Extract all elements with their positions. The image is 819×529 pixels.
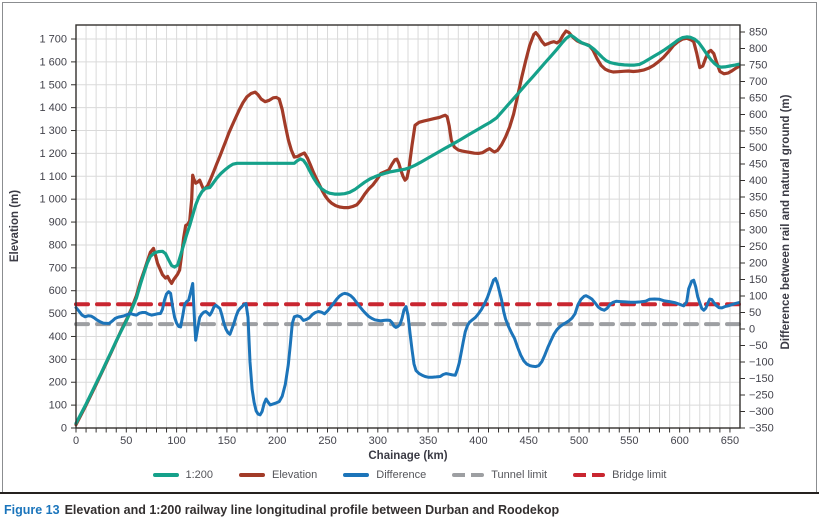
y-right-tick-label: 400 bbox=[749, 175, 767, 187]
x-axis-tick-label: 350 bbox=[419, 435, 437, 447]
y-left-tick-label: 1 500 bbox=[39, 79, 67, 91]
caption-divider-rule bbox=[0, 492, 819, 494]
legend-swatch-tunnel-limit bbox=[452, 473, 485, 477]
y-left-tick-label: 700 bbox=[49, 262, 67, 274]
legend-item-bridge-limit: Bridge limit bbox=[573, 469, 666, 481]
y-left-tick-label: 0 bbox=[61, 423, 67, 435]
legend-item-tunnel-limit: Tunnel limit bbox=[452, 469, 547, 481]
y-right-tick-label: 100 bbox=[749, 291, 767, 303]
chart-plot: 0 50 100 150 200 250 300 350 400 450 500 550 600 6501… bbox=[39, 24, 774, 447]
y-right-tick-label: 750 bbox=[749, 60, 767, 72]
series-line-1-200 bbox=[74, 33, 741, 425]
y-right-tick-label: −150 bbox=[749, 373, 774, 385]
y-right-tick-label: −350 bbox=[749, 423, 774, 435]
figure-caption-label: Figure 13 bbox=[4, 503, 60, 517]
y-right-tick-label: −250 bbox=[749, 390, 774, 402]
y-left-tick-label: 1 300 bbox=[39, 125, 67, 137]
legend-label-bridge-limit: Bridge limit bbox=[612, 469, 667, 481]
y-right-tick-label: −300 bbox=[749, 406, 774, 418]
x-axis-tick-label: 500 bbox=[570, 435, 588, 447]
legend-label-1-200: 1:200 bbox=[185, 469, 214, 481]
y-left-tick-label: 200 bbox=[49, 377, 67, 389]
x-axis-tick-label: 150 bbox=[218, 435, 236, 447]
y-right-tick-label: 600 bbox=[749, 109, 767, 121]
y-right-tick-label: 50 bbox=[749, 307, 761, 319]
y-right-tick-label: 650 bbox=[749, 93, 767, 105]
legend-swatch-difference bbox=[343, 473, 370, 477]
y-right-tick-label: 350 bbox=[749, 192, 767, 204]
y-left-tick-label: 1 200 bbox=[39, 148, 67, 160]
y-left-tick-label: 600 bbox=[49, 285, 67, 297]
legend-item-difference: Difference bbox=[343, 469, 426, 481]
legend-item-1-200: 1:200 bbox=[152, 469, 214, 481]
y-right-tick-label: 700 bbox=[749, 76, 767, 88]
x-axis-tick-label: 300 bbox=[369, 435, 387, 447]
y-left-tick-label: 1 700 bbox=[39, 34, 67, 46]
y-right-tick-label: −50 bbox=[749, 340, 768, 352]
y-right-axis-title: Difference between rail and natural grou… bbox=[780, 94, 792, 350]
y-left-tick-label: 1 400 bbox=[39, 102, 67, 114]
legend-swatch-bridge-limit bbox=[573, 473, 606, 477]
y-left-tick-label: 500 bbox=[49, 308, 67, 320]
y-right-tick-label: 150 bbox=[749, 274, 767, 286]
y-left-tick-label: 300 bbox=[49, 354, 67, 366]
legend-swatch-elevation bbox=[239, 473, 266, 477]
y-right-tick-label: 500 bbox=[749, 142, 767, 154]
x-axis-tick-label: 50 bbox=[120, 435, 132, 447]
legend-swatch-1-200 bbox=[152, 473, 179, 477]
legend-label-difference: Difference bbox=[376, 469, 427, 481]
figure-caption: Figure 13 Elevation and 1:200 railway lin… bbox=[4, 503, 559, 517]
y-left-tick-label: 900 bbox=[49, 217, 67, 229]
y-right-tick-label: 0 bbox=[749, 324, 755, 336]
y-right-tick-label: 650 bbox=[749, 208, 767, 220]
legend-label-elevation: Elevation bbox=[272, 469, 318, 481]
x-axis-title: Chainage (km) bbox=[368, 450, 448, 462]
y-left-tick-label: 1 600 bbox=[39, 56, 67, 68]
x-axis-tick-label: 450 bbox=[520, 435, 538, 447]
chart-legend: 1:200 Elevation Difference Tunnel limit Brid… bbox=[0, 469, 819, 481]
series-line-difference bbox=[74, 277, 741, 417]
figure-frame bbox=[2, 2, 817, 492]
y-right-tick-label: 850 bbox=[749, 27, 767, 39]
y-left-tick-label: 1 100 bbox=[39, 171, 67, 183]
figure-caption-text: Elevation and 1:200 railway line longitu… bbox=[64, 503, 560, 517]
y-right-tick-label: 550 bbox=[749, 126, 767, 138]
x-axis-tick-label: 100 bbox=[167, 435, 185, 447]
legend-item-elevation: Elevation bbox=[239, 469, 317, 481]
x-axis-tick-label: 650 bbox=[721, 435, 739, 447]
x-axis-tick-label: 400 bbox=[469, 435, 487, 447]
series-line-elevation bbox=[74, 29, 741, 427]
y-right-tick-label: −100 bbox=[749, 357, 774, 369]
y-left-tick-label: 1 000 bbox=[39, 194, 67, 206]
y-left-tick-label: 100 bbox=[49, 400, 67, 412]
x-axis-tick-label: 550 bbox=[620, 435, 638, 447]
y-right-tick-label: 300 bbox=[749, 225, 767, 237]
y-right-tick-label: 450 bbox=[749, 159, 767, 171]
x-axis-tick-label: 200 bbox=[268, 435, 286, 447]
y-right-tick-label: 800 bbox=[749, 43, 767, 55]
y-left-tick-label: 800 bbox=[49, 239, 67, 251]
y-right-tick-label: 250 bbox=[749, 241, 767, 253]
x-axis-tick-label: 0 bbox=[73, 435, 79, 447]
y-left-axis-title: Elevation (m) bbox=[9, 189, 21, 263]
x-axis-tick-label: 600 bbox=[670, 435, 688, 447]
y-left-tick-label: 400 bbox=[49, 331, 67, 343]
legend-label-tunnel-limit: Tunnel limit bbox=[491, 469, 548, 481]
x-axis-tick-label: 250 bbox=[318, 435, 336, 447]
y-right-tick-label: 200 bbox=[749, 258, 767, 270]
